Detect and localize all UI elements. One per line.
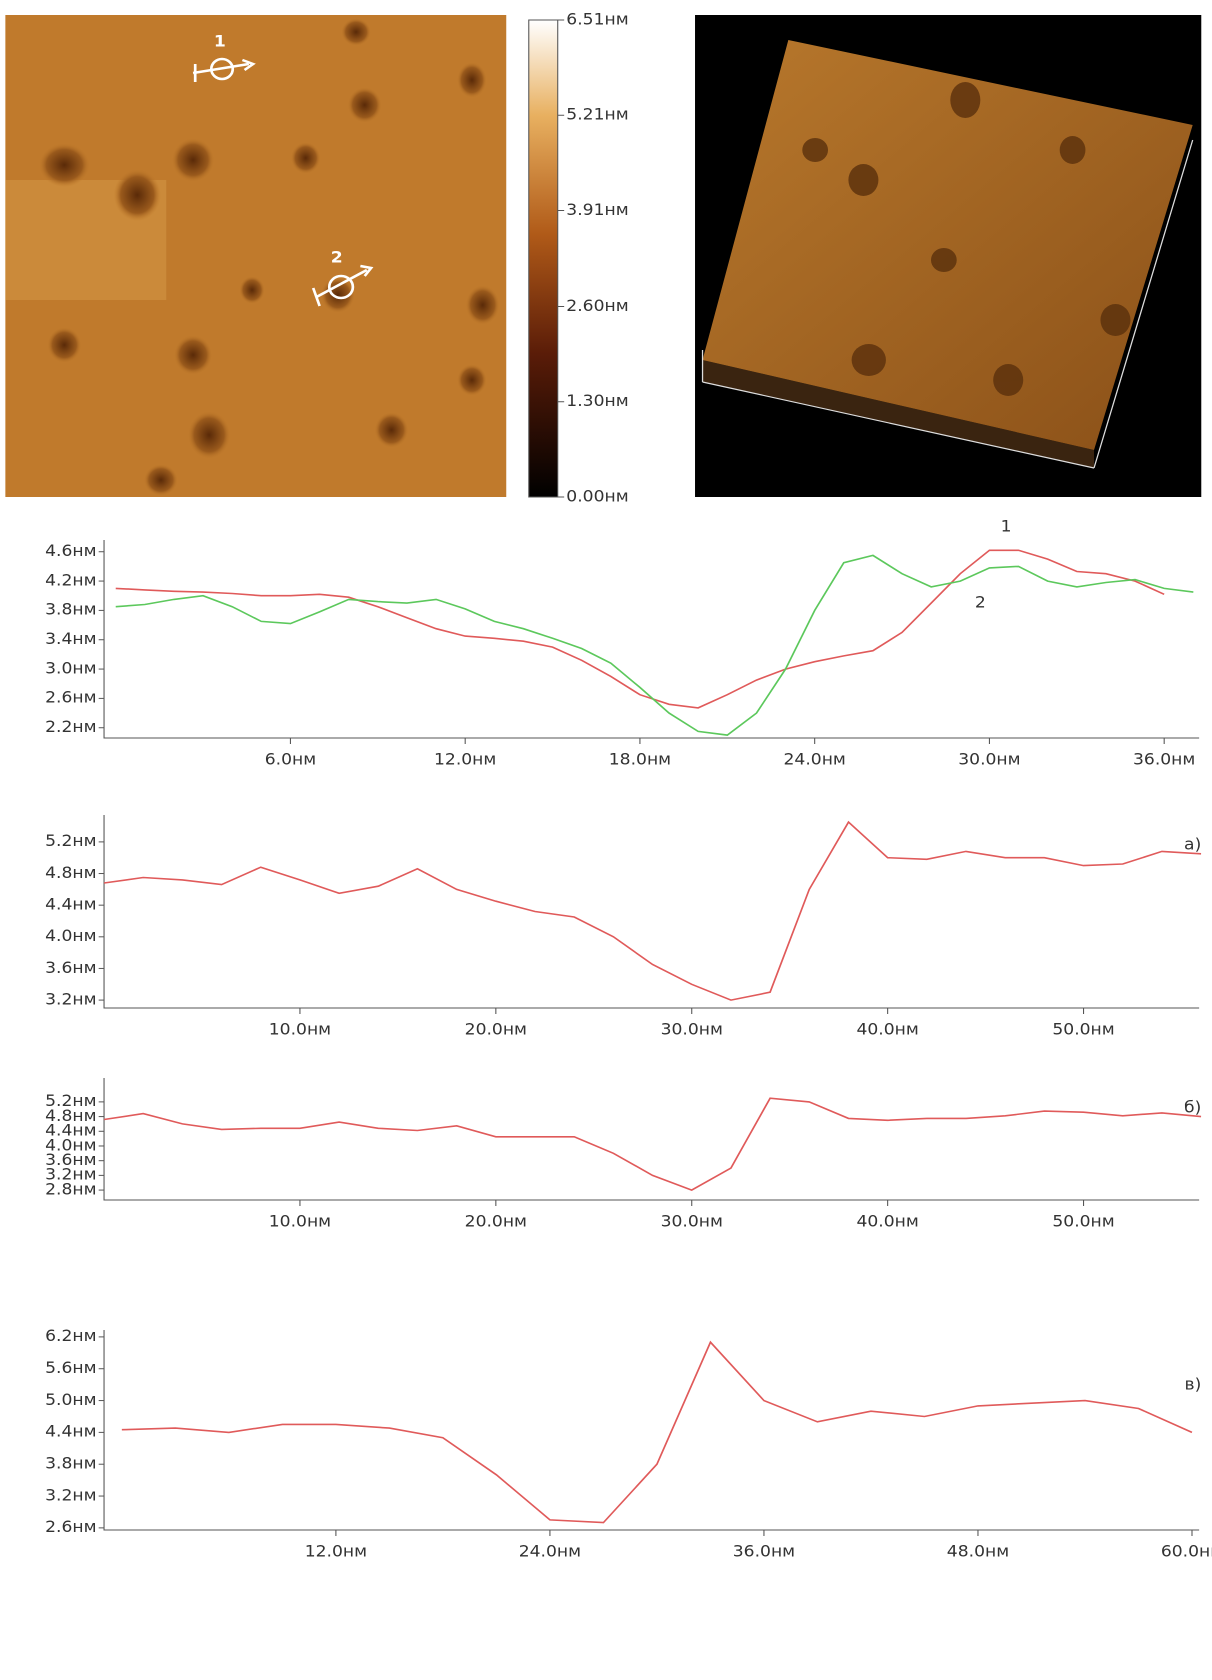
legend-label: 2 <box>975 593 986 611</box>
x-tick-label: 18.0нм <box>609 750 671 768</box>
y-tick-label: 3.6нм <box>45 958 96 976</box>
afm-image: 1 2 <box>5 15 506 497</box>
page: 1 2 0.00нм 1.30нм 2.60нм 3.91нм 5.21нм 6.51нм… <box>0 0 1212 1680</box>
y-tick-label: 3.8нм <box>45 1454 96 1472</box>
marker-label: 1 <box>214 32 226 50</box>
axis <box>104 1330 1199 1530</box>
y-tick-label: 3.4нм <box>45 630 96 648</box>
y-tick-label: 3.2нм <box>45 1486 96 1504</box>
y-tick-label: 5.2нм <box>45 832 96 850</box>
y-tick-label: 0.00нм <box>566 487 628 505</box>
y-tick-label: 4.4нм <box>45 895 96 913</box>
profile-line <box>104 1098 1201 1190</box>
x-tick-label: 24.0нм <box>519 1542 581 1560</box>
axis <box>104 815 1199 1008</box>
annotation: а) <box>1184 835 1201 853</box>
x-tick-label: 50.0нм <box>1052 1212 1114 1230</box>
y-tick-label: 4.6нм <box>45 542 96 560</box>
y-tick-label: 6.2нм <box>45 1327 96 1345</box>
x-tick-label: 30.0нм <box>958 750 1020 768</box>
profile-line <box>116 550 1164 708</box>
x-tick-label: 20.0нм <box>465 1212 527 1230</box>
profile-line <box>122 1342 1192 1522</box>
y-tick-label: 6.51нм <box>566 10 628 28</box>
x-tick-label: 40.0нм <box>856 1212 918 1230</box>
y-tick-label: 1.30нм <box>566 392 628 410</box>
x-tick-label: 30.0нм <box>661 1212 723 1230</box>
x-tick-label: 10.0нм <box>269 1212 331 1230</box>
x-tick-label: 36.0нм <box>733 1542 795 1560</box>
legend-label: 1 <box>1001 517 1012 535</box>
afm-3d-view <box>695 15 1201 497</box>
x-tick-label: 40.0нм <box>856 1020 918 1038</box>
x-tick-label: 36.0нм <box>1133 750 1195 768</box>
y-tick-label: 2.6нм <box>45 688 96 706</box>
x-tick-label: 24.0нм <box>784 750 846 768</box>
x-tick-label: 48.0нм <box>947 1542 1009 1560</box>
y-tick-label: 2.2нм <box>45 718 96 736</box>
x-tick-label: 6.0нм <box>265 750 316 768</box>
x-tick-label: 30.0нм <box>661 1020 723 1038</box>
colorbar <box>529 20 558 497</box>
y-tick-label: 5.2нм <box>45 1092 96 1110</box>
y-tick-label: 3.0нм <box>45 659 96 677</box>
x-tick-label: 60.0нм <box>1161 1542 1212 1560</box>
y-tick-label: 3.8нм <box>45 600 96 618</box>
y-tick-label: 4.0нм <box>45 927 96 945</box>
y-tick-label: 3.91нм <box>566 200 628 218</box>
axis <box>104 540 1199 738</box>
y-tick-label: 5.6нм <box>45 1359 96 1377</box>
y-tick-label: 4.4нм <box>45 1422 96 1440</box>
marker-label: 2 <box>331 248 343 266</box>
x-tick-label: 12.0нм <box>434 750 496 768</box>
y-tick-label: 4.2нм <box>45 571 96 589</box>
y-tick-label: 3.2нм <box>45 990 96 1008</box>
annotation: в) <box>1184 1375 1201 1393</box>
x-tick-label: 10.0нм <box>269 1020 331 1038</box>
annotation: б) <box>1184 1098 1201 1116</box>
y-tick-label: 4.8нм <box>45 863 96 881</box>
axis <box>104 1078 1199 1200</box>
profile-line <box>116 555 1194 735</box>
x-tick-label: 12.0нм <box>305 1542 367 1560</box>
profile-line <box>104 822 1201 1000</box>
x-tick-label: 50.0нм <box>1052 1020 1114 1038</box>
y-tick-label: 2.60нм <box>566 296 628 314</box>
y-tick-label: 2.6нм <box>45 1518 96 1536</box>
y-tick-label: 5.0нм <box>45 1390 96 1408</box>
y-tick-label: 5.21нм <box>566 105 628 123</box>
x-tick-label: 20.0нм <box>465 1020 527 1038</box>
figure: 1 2 0.00нм 1.30нм 2.60нм 3.91нм 5.21нм 6.51нм… <box>0 0 1212 1680</box>
